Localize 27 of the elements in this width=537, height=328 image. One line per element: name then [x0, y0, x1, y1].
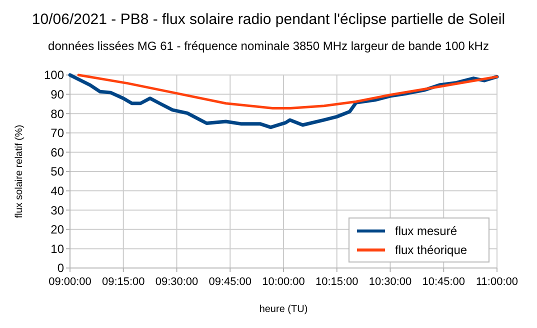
chart-title: 10/06/2021 - PB8 - flux solaire radio pendant l'éclipse partielle de Soleil	[32, 11, 506, 28]
x-tick-label: 10:15:00	[315, 276, 358, 288]
y-tick-label: 30	[50, 203, 64, 218]
x-tick-label: 11:00:00	[476, 276, 518, 288]
line-series	[77, 74, 498, 110]
legend-label: flux théorique	[395, 243, 468, 258]
y-tick-label: 70	[50, 126, 64, 140]
x-tick-label: 10:30:00	[368, 276, 412, 288]
y-tick-label: 80	[50, 106, 64, 121]
x-tick-label: 10:00:00	[262, 276, 305, 288]
legend-label: flux mesuré	[395, 224, 458, 238]
y-tick-label: 50	[50, 164, 64, 179]
y-tick-label: 40	[50, 184, 64, 198]
x-tick-label: 10:45:00	[422, 276, 466, 288]
y-tick-label: 0	[57, 261, 64, 276]
chart-subtitle: données lissées MG 61 - fréquence nominale 3850 MHz largeur de bande 100 kHz	[48, 39, 489, 53]
y-tick-label: 10	[50, 242, 64, 256]
y-tick-label: 60	[50, 145, 64, 160]
y-tick-label: 90	[50, 88, 64, 102]
x-tick-label: 09:30:00	[155, 276, 198, 288]
y-axis-title: flux solaire relatif (%)	[14, 124, 25, 218]
y-tick-label: 20	[50, 222, 64, 237]
x-axis-title: heure (TU)	[259, 304, 308, 315]
y-tick-label: 100	[44, 68, 64, 82]
x-tick-label: 09:15:00	[102, 276, 145, 288]
x-tick-label: 09:00:00	[48, 276, 92, 288]
x-tick-label: 09:45:00	[208, 276, 252, 288]
